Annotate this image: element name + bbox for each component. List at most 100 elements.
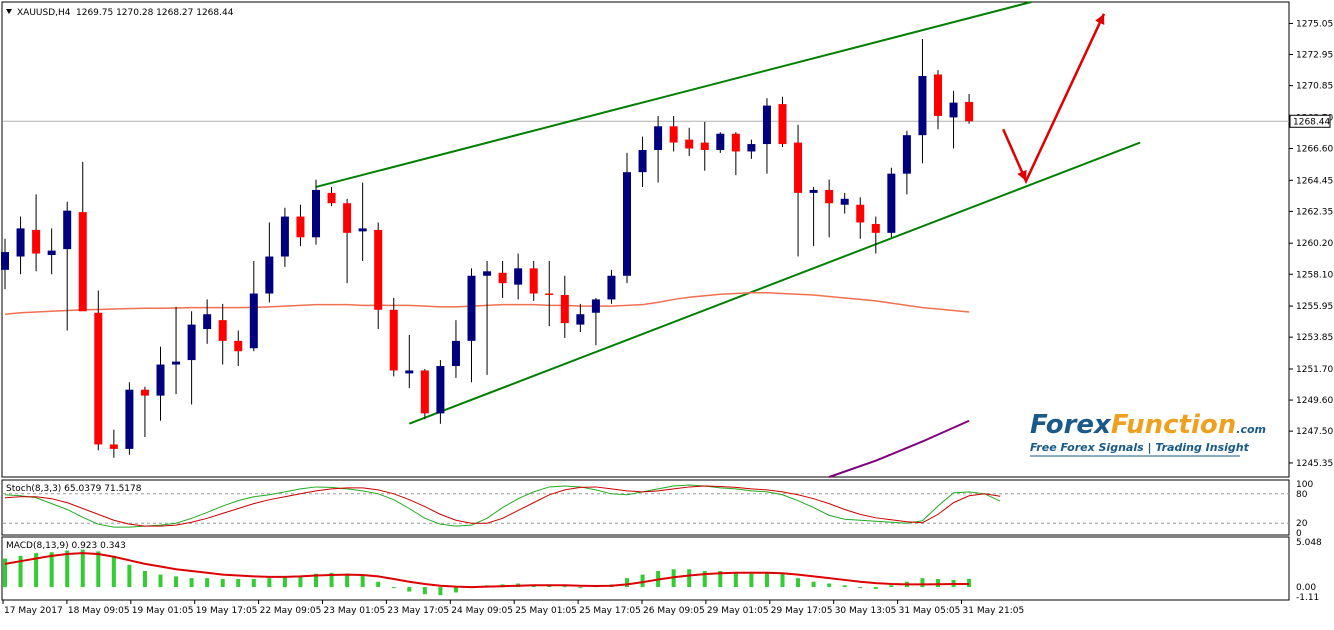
candle[interactable]	[871, 216, 880, 254]
candle[interactable]	[389, 297, 398, 377]
candle[interactable]	[32, 194, 41, 272]
candle-body	[203, 314, 212, 330]
candle[interactable]	[172, 306, 181, 395]
candle[interactable]	[203, 299, 212, 344]
candle[interactable]	[249, 260, 258, 352]
candle[interactable]	[607, 269, 616, 304]
macd-title: MACD(8,13,9) 0.923 0.343	[6, 541, 126, 551]
candle[interactable]	[902, 130, 911, 195]
candle[interactable]	[1, 238, 9, 290]
candle[interactable]	[16, 216, 25, 275]
candle-body	[685, 139, 694, 149]
candle[interactable]	[685, 127, 694, 156]
candle[interactable]	[187, 311, 196, 405]
stochastic-panel[interactable]	[1, 479, 1290, 536]
candle[interactable]	[47, 228, 56, 275]
candle[interactable]	[545, 260, 554, 327]
candle[interactable]	[343, 198, 352, 284]
candle[interactable]	[669, 115, 678, 152]
candle[interactable]	[856, 197, 865, 239]
candle-body	[700, 142, 709, 150]
macd-panel[interactable]	[1, 536, 1290, 601]
macd-histogram-bar	[205, 578, 210, 588]
channel-lower-line	[408, 141, 1141, 425]
candle[interactable]	[576, 303, 585, 332]
candle[interactable]	[949, 90, 958, 149]
symbol-label: XAUUSD,H4	[17, 8, 71, 18]
candle[interactable]	[296, 204, 305, 247]
candle[interactable]	[731, 132, 740, 176]
watermark-domain: .com	[1236, 423, 1266, 436]
candle[interactable]	[529, 260, 538, 301]
symbol-dropdown-icon[interactable]	[6, 9, 12, 14]
candle[interactable]	[451, 320, 460, 378]
time-tick-label: 24 May 09:05	[451, 606, 513, 616]
candle-body	[405, 370, 414, 374]
candle[interactable]	[420, 368, 429, 420]
macd-signal-line	[4, 552, 970, 589]
macd-histogram-bar	[329, 572, 334, 588]
candle[interactable]	[109, 429, 118, 458]
candle[interactable]	[94, 290, 103, 451]
candle[interactable]	[965, 94, 974, 124]
candle-body	[669, 126, 678, 143]
candle[interactable]	[156, 346, 165, 421]
candle[interactable]	[638, 136, 647, 187]
macd-histogram-bar	[562, 586, 567, 588]
price-panel[interactable]	[1, 1, 1290, 478]
macd-histogram-bar	[920, 578, 925, 588]
candle[interactable]	[327, 186, 336, 207]
macd-histogram-bar	[80, 549, 85, 588]
candle[interactable]	[234, 330, 243, 367]
macd-histogram-bar	[345, 573, 350, 588]
candle[interactable]	[483, 260, 492, 375]
macd-histogram-bar	[391, 587, 396, 589]
candle[interactable]	[654, 115, 663, 183]
candle[interactable]	[794, 124, 803, 257]
candle[interactable]	[140, 386, 149, 438]
macd-histogram-bar	[3, 558, 7, 588]
candle[interactable]	[265, 222, 274, 303]
candle-body	[591, 299, 600, 313]
candle[interactable]	[747, 139, 756, 159]
candle[interactable]	[312, 179, 320, 245]
candle[interactable]	[498, 260, 507, 298]
candle[interactable]	[405, 334, 414, 389]
candle[interactable]	[840, 192, 849, 214]
candle[interactable]	[934, 70, 942, 130]
macd-histogram-bar	[18, 555, 23, 588]
candle[interactable]	[560, 275, 569, 338]
candle[interactable]	[280, 207, 289, 267]
candle[interactable]	[374, 222, 383, 330]
candle[interactable]	[436, 360, 445, 424]
candle[interactable]	[700, 121, 709, 171]
macd-histogram-bar	[842, 585, 847, 588]
candle[interactable]	[358, 182, 367, 261]
candle-body	[576, 314, 585, 325]
candle-body	[716, 133, 725, 150]
macd-histogram-bar	[625, 578, 629, 588]
candle[interactable]	[514, 253, 523, 300]
candle-body	[731, 133, 740, 152]
price-tick-label: 1262.35	[1296, 207, 1333, 217]
candle[interactable]	[63, 201, 72, 331]
candle[interactable]	[762, 98, 771, 174]
price-tick-label: 1255.95	[1296, 302, 1333, 312]
candle[interactable]	[778, 96, 787, 148]
candle[interactable]	[809, 186, 818, 247]
macd-tick-label: 0.00	[1296, 583, 1316, 593]
candle-body	[389, 309, 398, 371]
candle[interactable]	[125, 382, 134, 455]
candle[interactable]	[623, 152, 631, 284]
candle[interactable]	[918, 38, 927, 164]
candle[interactable]	[78, 161, 87, 312]
candle[interactable]	[218, 303, 227, 365]
candle[interactable]	[467, 268, 476, 383]
candle[interactable]	[825, 179, 834, 238]
candle[interactable]	[887, 167, 896, 238]
macd-histogram-bar	[220, 579, 225, 588]
macd-histogram-bar	[796, 578, 801, 588]
candle[interactable]	[716, 132, 725, 153]
candle[interactable]	[591, 297, 600, 346]
watermark-part1: Forex	[1030, 410, 1112, 440]
